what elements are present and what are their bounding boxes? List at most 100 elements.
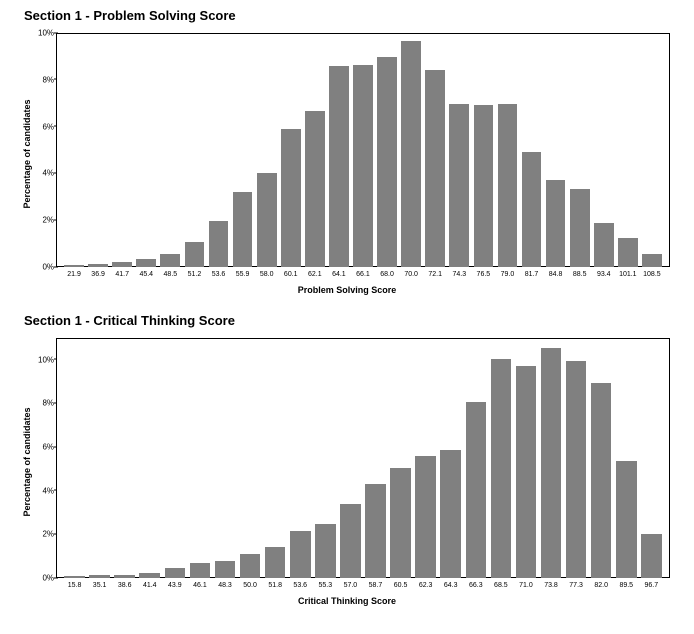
- bar: [616, 461, 637, 578]
- bar: [365, 484, 386, 578]
- bar-slot: [112, 342, 137, 578]
- bar-slot: [592, 37, 616, 267]
- bar: [566, 361, 587, 578]
- x-tick-label: 21.9: [62, 267, 86, 278]
- chart-outer: Percentage of candidates0%2%4%6%8%10%15.…: [18, 338, 676, 606]
- bar-slot: [158, 37, 182, 267]
- x-tick-label: 77.3: [564, 578, 589, 589]
- bar-slot: [62, 342, 87, 578]
- x-tick-label: 41.4: [137, 578, 162, 589]
- x-tick-label: 84.8: [544, 267, 568, 278]
- bar-slot: [134, 37, 158, 267]
- x-axis-label: Critical Thinking Score: [18, 596, 676, 606]
- bar-slot: [564, 342, 589, 578]
- bar: [474, 105, 494, 267]
- plot-area: [56, 338, 670, 578]
- bar-slot: [471, 37, 495, 267]
- y-tick-label: 4%: [38, 169, 54, 178]
- x-tick-label: 66.3: [463, 578, 488, 589]
- bar-slot: [495, 37, 519, 267]
- bar: [541, 348, 562, 578]
- x-tick-label: 68.0: [375, 267, 399, 278]
- x-tick-label: 46.1: [187, 578, 212, 589]
- bar: [425, 70, 445, 267]
- x-tick-label: 45.4: [134, 267, 158, 278]
- bar-slot: [263, 342, 288, 578]
- bar-slot: [255, 37, 279, 267]
- bar-slot: [238, 342, 263, 578]
- chart-title: Section 1 - Problem Solving Score: [24, 8, 676, 23]
- bar: [449, 104, 469, 267]
- bar: [290, 531, 311, 578]
- bar-slot: [519, 37, 543, 267]
- bar: [522, 152, 542, 267]
- bar: [315, 524, 336, 578]
- bar-slot: [162, 342, 187, 578]
- bar: [591, 383, 612, 578]
- bar-slot: [87, 342, 112, 578]
- bar-slot: [423, 37, 447, 267]
- x-tick-label: 70.0: [399, 267, 423, 278]
- x-tick-label: 72.1: [423, 267, 447, 278]
- x-tick-label: 60.5: [388, 578, 413, 589]
- x-tick-label: 82.0: [589, 578, 614, 589]
- bar-slot: [616, 37, 640, 267]
- bar: [209, 221, 229, 267]
- bar: [546, 180, 566, 267]
- bar: [190, 563, 211, 578]
- x-tick-label: 55.9: [231, 267, 255, 278]
- bar: [240, 554, 261, 578]
- x-tick-label: 88.5: [568, 267, 592, 278]
- x-tick-label: 76.5: [471, 267, 495, 278]
- bar-slot: [303, 37, 327, 267]
- x-tick-label: 64.3: [438, 578, 463, 589]
- y-tick-label: 8%: [38, 399, 54, 408]
- x-tick-label: 60.1: [279, 267, 303, 278]
- y-tick-label: 6%: [38, 122, 54, 131]
- bar: [265, 547, 286, 578]
- bar: [353, 65, 373, 267]
- x-tick-label: 48.5: [158, 267, 182, 278]
- y-tick-label: 6%: [38, 443, 54, 452]
- bar-slot: [589, 342, 614, 578]
- y-tick-label: 2%: [38, 216, 54, 225]
- bar-slot: [568, 37, 592, 267]
- bar: [165, 568, 186, 578]
- x-tick-label: 38.6: [112, 578, 137, 589]
- bar-slot: [313, 342, 338, 578]
- x-tick-label: 64.1: [327, 267, 351, 278]
- x-tick-label: 51.2: [182, 267, 206, 278]
- bar-slot: [640, 37, 664, 267]
- x-tick-label: 55.3: [313, 578, 338, 589]
- y-tick-label: 2%: [38, 530, 54, 539]
- bar: [257, 173, 277, 267]
- x-tick-label: 74.3: [447, 267, 471, 278]
- x-tick-label: 15.8: [62, 578, 87, 589]
- x-tick-label: 57.0: [338, 578, 363, 589]
- bar-slot: [375, 37, 399, 267]
- bar: [215, 561, 236, 578]
- chart-outer: Percentage of candidates0%2%4%6%8%10%21.…: [18, 33, 676, 295]
- bar-slot: [137, 342, 162, 578]
- bar-slot: [639, 342, 664, 578]
- x-tick-label: 48.3: [212, 578, 237, 589]
- y-ticks: 0%2%4%6%8%10%: [38, 33, 54, 267]
- x-tick-label: 79.0: [495, 267, 519, 278]
- bar-slot: [351, 37, 375, 267]
- bar-slot: [363, 342, 388, 578]
- bar: [516, 366, 537, 578]
- bar: [618, 238, 638, 267]
- x-tick-label: 35.1: [87, 578, 112, 589]
- plot-area: [56, 33, 670, 267]
- x-tick-label: 101.1: [616, 267, 640, 278]
- bar: [185, 242, 205, 267]
- x-tick-label: 96.7: [639, 578, 664, 589]
- bar-slot: [182, 37, 206, 267]
- bar: [305, 111, 325, 267]
- bar: [498, 104, 518, 267]
- y-tick-label: 0%: [38, 574, 54, 583]
- bar-slot: [399, 37, 423, 267]
- bar-slot: [438, 342, 463, 578]
- bar-slot: [62, 37, 86, 267]
- x-tick-label: 51.8: [263, 578, 288, 589]
